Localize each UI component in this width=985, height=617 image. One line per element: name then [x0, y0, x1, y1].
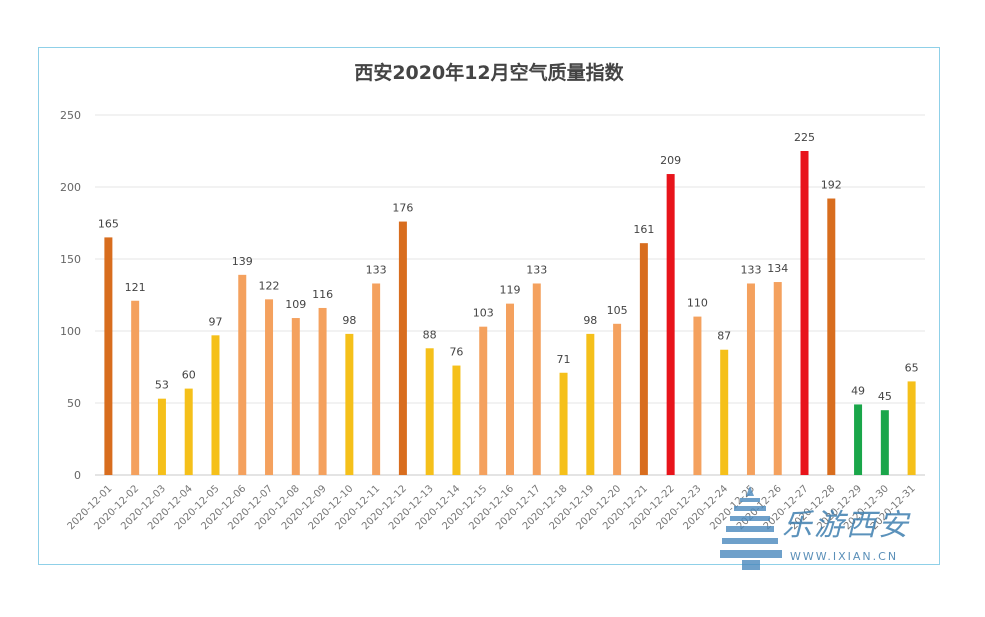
data-label: 97	[208, 315, 222, 328]
y-tick-label: 250	[60, 109, 81, 122]
bar	[211, 335, 220, 475]
data-label: 87	[717, 330, 731, 343]
pagoda-logo-icon	[720, 486, 782, 570]
bar	[157, 398, 166, 475]
bar	[452, 365, 461, 475]
bar	[425, 348, 434, 475]
data-label: 133	[366, 263, 387, 276]
bar	[104, 237, 113, 475]
bar	[827, 198, 836, 475]
bar	[880, 410, 889, 475]
data-label: 98	[583, 314, 597, 327]
data-label: 49	[851, 384, 865, 397]
data-label: 192	[821, 179, 842, 192]
y-tick-label: 200	[60, 181, 81, 194]
bar	[720, 349, 729, 475]
bar	[532, 283, 541, 475]
bar	[131, 300, 140, 475]
watermark	[720, 482, 950, 572]
bar	[291, 318, 300, 475]
bar	[479, 326, 488, 475]
data-label: 65	[905, 361, 919, 374]
data-label: 45	[878, 390, 892, 403]
bar	[372, 283, 381, 475]
data-label: 105	[607, 304, 628, 317]
y-tick-label: 100	[60, 325, 81, 338]
data-label: 133	[740, 263, 761, 276]
bar	[184, 388, 193, 475]
chart-title: 西安2020年12月空气质量指数	[354, 62, 624, 84]
y-tick-label: 0	[74, 469, 81, 482]
bar	[238, 274, 247, 475]
bar	[265, 299, 274, 475]
bar	[693, 316, 702, 475]
data-label: 53	[155, 379, 169, 392]
data-label: 88	[423, 328, 437, 341]
bar	[666, 174, 675, 476]
data-label: 134	[767, 262, 788, 275]
data-label: 116	[312, 288, 333, 301]
bar	[907, 381, 916, 475]
bar	[800, 151, 809, 475]
data-label: 209	[660, 154, 681, 167]
y-tick-label: 150	[60, 253, 81, 266]
bar	[639, 243, 648, 475]
chart-frame	[38, 47, 940, 565]
data-label: 165	[98, 217, 119, 230]
bar	[746, 283, 755, 475]
data-label: 103	[473, 307, 494, 320]
watermark-brand: 乐游西安	[782, 508, 910, 543]
data-label: 110	[687, 297, 708, 310]
data-label: 176	[392, 202, 413, 215]
data-label: 60	[182, 369, 196, 382]
data-label: 133	[526, 263, 547, 276]
bar	[318, 307, 327, 475]
data-label: 71	[557, 353, 571, 366]
data-label: 121	[125, 281, 146, 294]
data-label: 122	[259, 279, 280, 292]
bar	[773, 282, 782, 475]
data-label: 98	[342, 314, 356, 327]
bar	[506, 303, 514, 475]
bar	[613, 323, 622, 475]
watermark-url: WWW.IXIAN.CN	[790, 550, 899, 563]
data-label: 76	[449, 346, 463, 359]
y-tick-label: 50	[67, 397, 81, 410]
bar	[345, 333, 354, 475]
data-label: 161	[633, 223, 654, 236]
bar	[559, 372, 568, 475]
bar	[854, 404, 863, 475]
bar	[398, 221, 407, 475]
data-label: 225	[794, 131, 815, 144]
data-label: 139	[232, 255, 253, 268]
data-label: 119	[500, 284, 521, 297]
bar	[586, 333, 595, 475]
data-label: 109	[285, 298, 306, 311]
